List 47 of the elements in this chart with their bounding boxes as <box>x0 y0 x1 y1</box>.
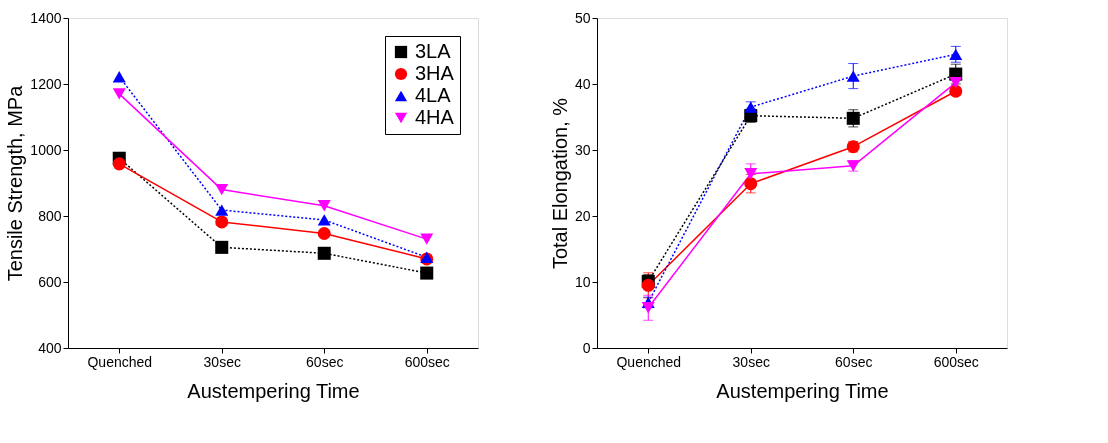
x-tick-label: Quenched <box>616 353 682 370</box>
point <box>420 266 434 280</box>
x-axis-title: Austempering Time <box>716 379 889 402</box>
point <box>112 88 126 100</box>
x-tick-label: 30sec <box>732 353 770 370</box>
point <box>112 157 126 171</box>
y-axis-title: Total Elongation, % <box>548 97 571 270</box>
y-tick-label: 800 <box>38 207 62 224</box>
y-tick-label: 1000 <box>30 141 62 158</box>
x-tick-label: 60sec <box>306 353 344 370</box>
point <box>112 71 126 83</box>
x-tick-label: 600sec <box>933 353 979 370</box>
x-tick-label: Quenched <box>87 353 153 370</box>
y-tick-label: 1400 <box>30 9 62 26</box>
y-tick-label: 0 <box>582 339 591 356</box>
y-tick-label: 600 <box>38 273 62 290</box>
legend-label: 3LA <box>415 40 452 62</box>
point <box>744 177 758 191</box>
point <box>215 183 229 196</box>
legend-label: 3HA <box>415 62 455 84</box>
y-tick-label: 40 <box>574 75 591 92</box>
point <box>317 214 331 226</box>
point <box>641 302 655 314</box>
y-tick-label: 30 <box>574 141 591 158</box>
point <box>317 226 331 240</box>
y-tick-label: 50 <box>574 9 591 26</box>
x-tick-label: 600sec <box>404 353 450 370</box>
point <box>846 70 860 82</box>
point <box>215 204 229 216</box>
point <box>949 77 963 89</box>
x-tick-label: 60sec <box>835 353 873 370</box>
y-tick-label: 10 <box>574 273 591 290</box>
x-tick-label: 30sec <box>203 353 241 370</box>
x-axis-title: Austempering Time <box>187 379 360 402</box>
point <box>641 278 655 292</box>
legend-label: 4LA <box>415 84 452 106</box>
point <box>215 215 229 229</box>
y-axis-title: Tensile Strength, MPa <box>4 84 27 282</box>
y-tick-label: 1200 <box>30 75 62 92</box>
y-tick-label: 20 <box>574 207 591 224</box>
legend-label: 4HA <box>415 106 455 128</box>
point <box>420 233 434 245</box>
point <box>744 168 758 180</box>
point <box>317 200 331 212</box>
point <box>215 240 229 254</box>
y-tick-label: 400 <box>38 339 62 356</box>
point <box>317 246 331 260</box>
